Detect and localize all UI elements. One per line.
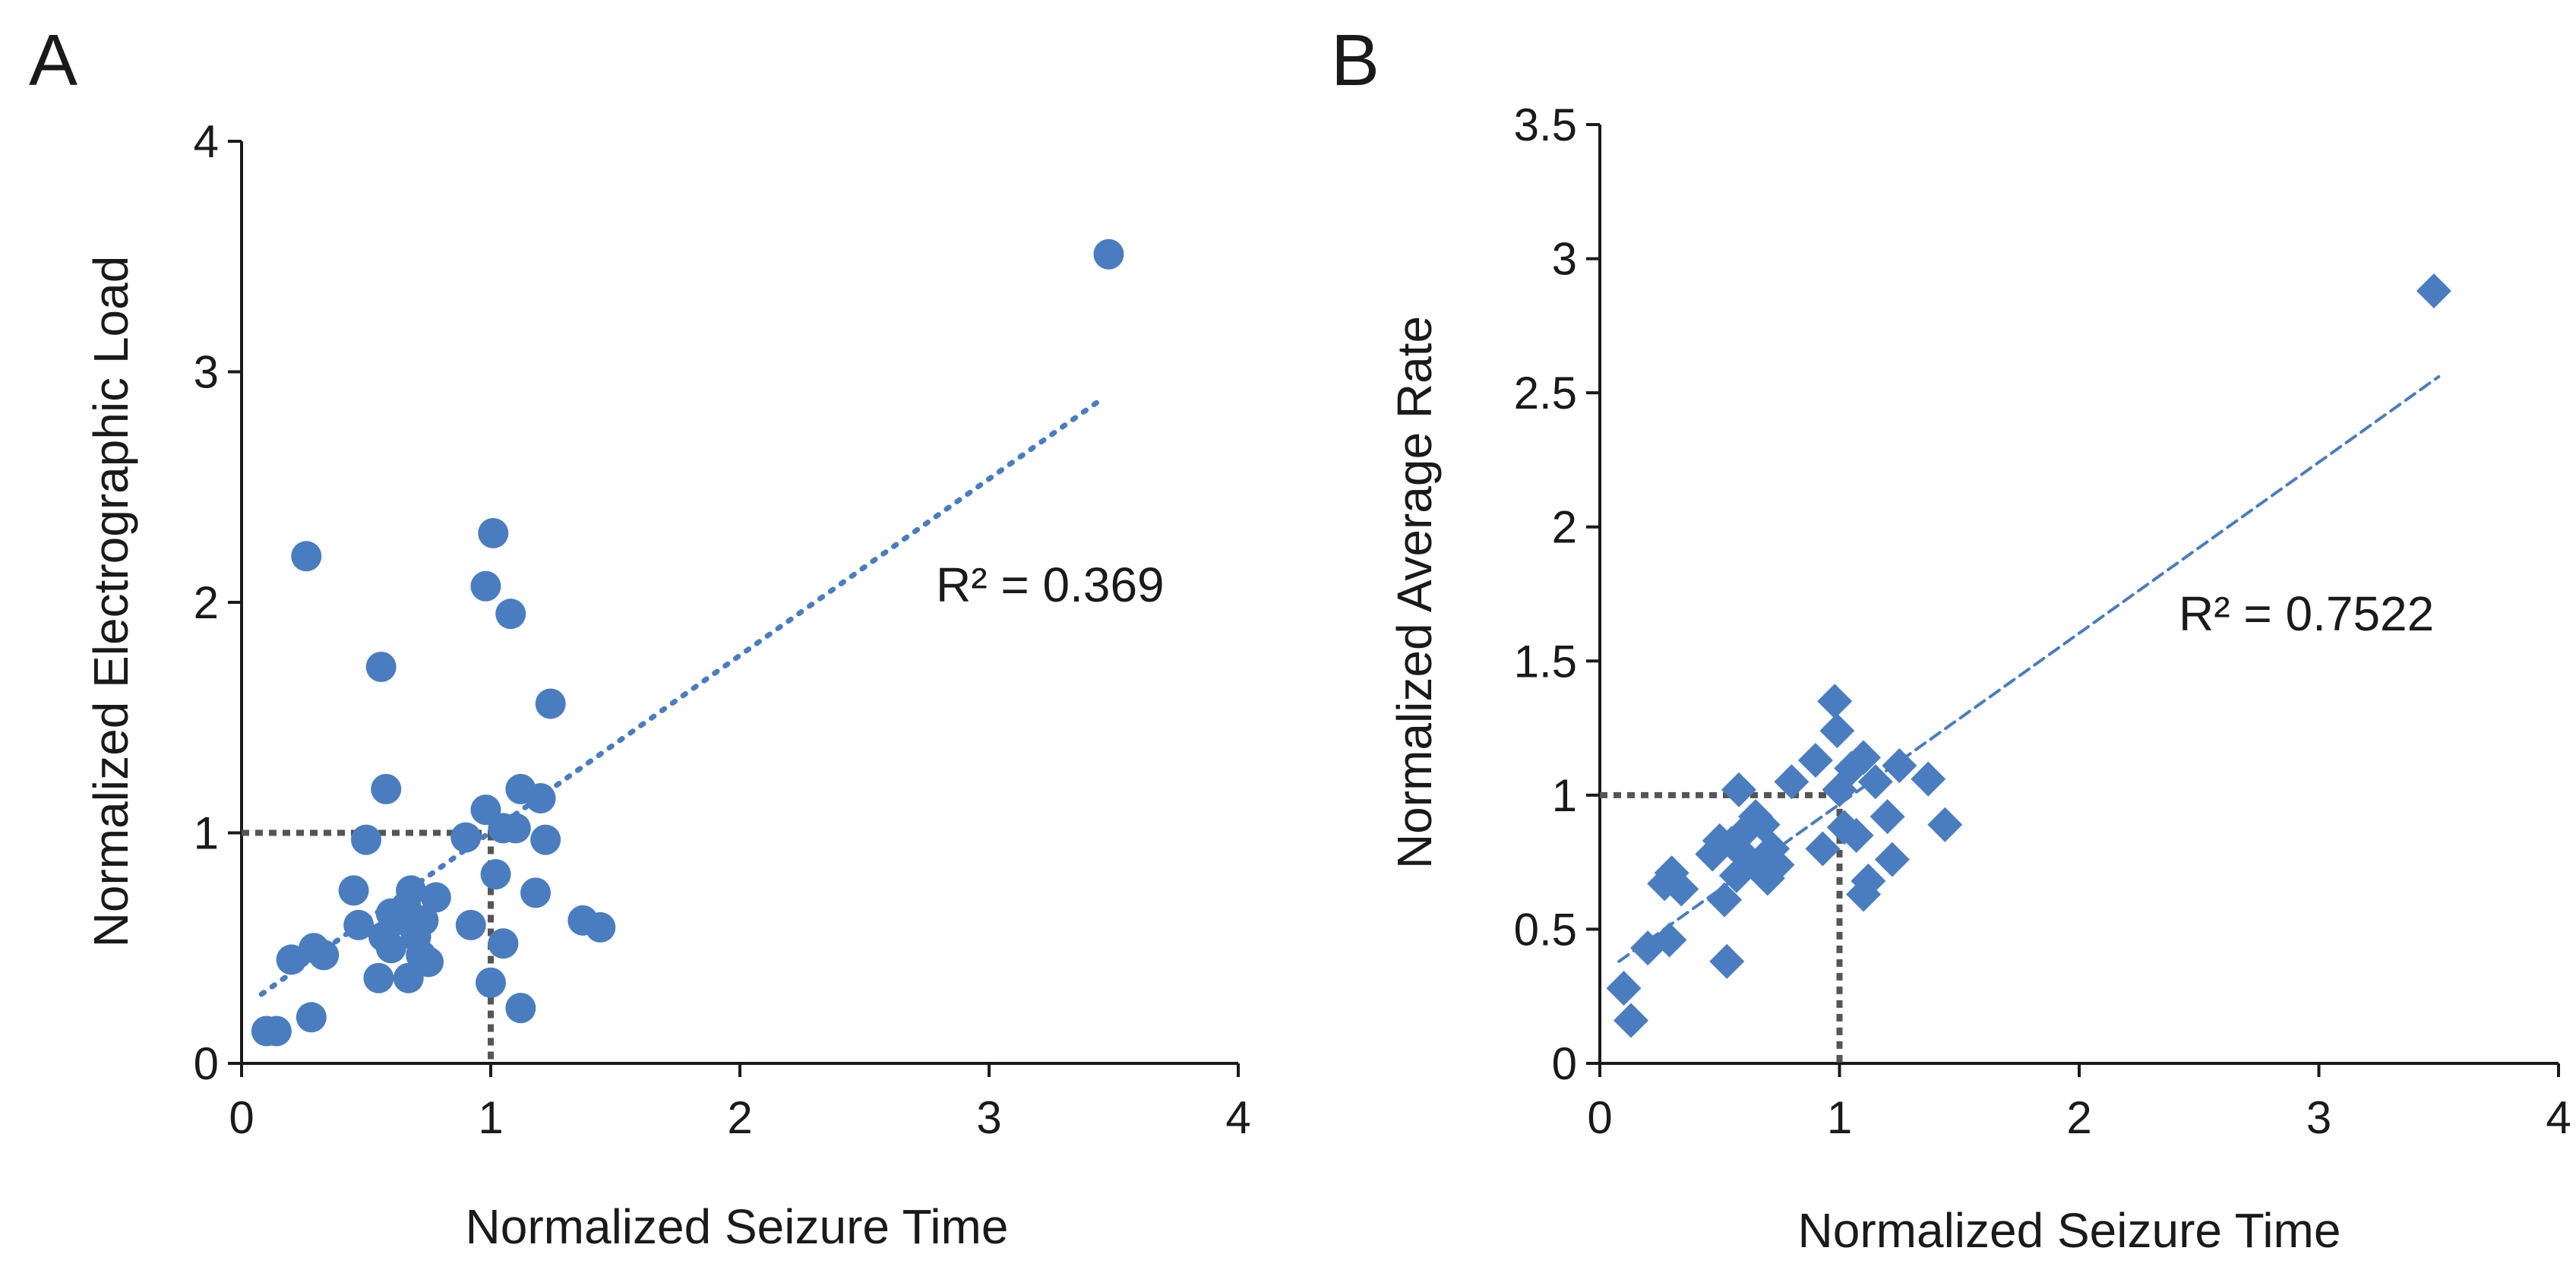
panel-b-x-tick-label: 4 — [2546, 1092, 2571, 1143]
panel-a-y-tick-label: 3 — [194, 347, 219, 398]
panel-b-data-point — [1911, 761, 1946, 797]
panel-b-x-axis-title: Normalized Seizure Time — [1798, 1203, 2341, 1258]
panel-a-x-tick-label: 3 — [976, 1092, 1001, 1143]
panel-a-y-tick-label: 0 — [194, 1038, 219, 1089]
panel-a-x-tick-label: 2 — [727, 1092, 752, 1143]
panel-b-data-point — [1857, 764, 1893, 800]
panel-a-x-tick-label: 4 — [1225, 1092, 1250, 1143]
panel-b-data-point — [2416, 273, 2451, 308]
panel-a-data-point — [351, 824, 381, 855]
panel-a-data-point — [413, 946, 444, 978]
panel-b-data-point — [1882, 748, 1917, 784]
panel-a-x-axis-title: Normalized Seizure Time — [466, 1199, 1009, 1254]
panel-b-y-axis-title: Normalized Average Rate — [1387, 316, 1442, 869]
panel-a-r-squared-label: R² = 0.369 — [936, 558, 1165, 612]
panel-a-y-axis-title: Normalized Electrographic Load — [84, 256, 138, 948]
panel-b-y-tick-label: 0.5 — [1514, 904, 1577, 955]
panel-a-data-point — [478, 517, 509, 548]
panel-b-y-tick-label: 3 — [1552, 234, 1577, 285]
panel-a-data-point — [371, 773, 402, 804]
panel-b-y-tick-label: 0 — [1552, 1038, 1577, 1089]
panel-a-data-point — [343, 909, 375, 940]
panel-b-data-point — [1819, 713, 1855, 749]
panel-b-y-tick-label: 2.5 — [1514, 368, 1577, 419]
panel-a-data-point — [291, 541, 322, 572]
panel-b-x-tick-label: 2 — [2066, 1092, 2091, 1143]
panel-a-data-point — [396, 875, 427, 906]
panel-b-plot-layer: 0 0.5 1 1.5 2 2.5 3 3.5 0 1 2 3 4 — [1514, 100, 2571, 1143]
panel-b-data-point — [1614, 1003, 1649, 1038]
panel-b-x-tick-label: 3 — [2306, 1092, 2331, 1143]
panel-a-data-point — [1093, 238, 1124, 270]
panel-b: B 0 0.5 1 1.5 2 2.5 3 3.5 0 1 2 3 4 Normalized Seizu… — [1331, 20, 2571, 1258]
panel-b-data-point — [1797, 742, 1833, 778]
panel-b-data-point — [1927, 807, 1963, 842]
panel-a-data-point — [455, 909, 486, 940]
panel-a: A 0 1 2 3 4 0 1 2 3 4 Normalized Seizure Time Nor… — [29, 20, 1251, 1254]
panel-a-data-point — [480, 859, 511, 890]
panel-a-data-point — [338, 875, 369, 906]
panel-label-a: A — [29, 20, 77, 101]
panel-b-x-tick-label: 0 — [1587, 1092, 1612, 1143]
panel-b-data-point — [1774, 764, 1810, 800]
panel-a-data-point — [500, 813, 531, 844]
panel-b-data-point — [1846, 740, 1882, 775]
panel-b-data-point — [1759, 847, 1795, 883]
panel-a-y-tick-label: 4 — [194, 116, 219, 167]
panel-a-data-point — [488, 928, 519, 959]
panel-a-x-tick-label: 0 — [229, 1092, 254, 1143]
panel-a-plot-layer: 0 1 2 3 4 0 1 2 3 4 — [194, 116, 1251, 1143]
panel-b-data-point — [1838, 817, 1874, 853]
panel-a-data-point — [525, 782, 556, 813]
panel-a-data-point — [450, 822, 482, 853]
panel-b-data-point — [1870, 799, 1905, 835]
panel-b-data-point — [1721, 772, 1756, 807]
panel-b-y-tick-label: 1.5 — [1514, 636, 1577, 687]
panel-a-data-point — [408, 905, 439, 936]
panel-a-data-point — [520, 877, 552, 908]
panel-b-y-tick-label: 1 — [1552, 770, 1577, 821]
panel-b-data-point — [1874, 842, 1910, 877]
panel-a-data-point — [276, 944, 307, 975]
panel-a-data-point — [495, 599, 526, 630]
panel-b-x-tick-label: 1 — [1827, 1092, 1852, 1143]
panel-a-data-point — [365, 651, 397, 682]
panel-a-y-tick-label: 1 — [194, 808, 219, 859]
panel-a-data-point — [420, 882, 451, 913]
panel-a-data-point — [476, 967, 506, 998]
panel-b-data-point — [1606, 971, 1642, 1006]
panel-b-y-tick-label: 2 — [1552, 502, 1577, 553]
panel-a-data-point — [375, 933, 406, 964]
panel-a-data-point — [535, 688, 566, 719]
panel-b-data-point — [1709, 943, 1745, 979]
panel-b-data-point — [1707, 882, 1743, 918]
panel-b-y-tick-label: 3.5 — [1514, 100, 1577, 150]
panel-label-b: B — [1331, 20, 1380, 101]
panel-a-data-point — [363, 962, 394, 993]
panel-b-data-point — [1651, 922, 1687, 958]
panel-a-data-point — [296, 1002, 327, 1033]
panel-b-data-point — [1817, 684, 1853, 719]
panel-a-data-point — [530, 824, 561, 855]
panel-a-x-tick-label: 1 — [478, 1092, 503, 1143]
panel-a-data-point — [261, 1016, 292, 1047]
panel-b-data-point — [1805, 831, 1841, 867]
panel-a-y-tick-label: 2 — [194, 577, 219, 628]
panel-b-data-point — [1664, 871, 1699, 907]
panel-a-data-point — [585, 911, 616, 943]
panel-a-data-point — [470, 570, 501, 602]
panel-a-data-point — [308, 940, 340, 971]
panel-b-data-point — [1851, 863, 1886, 899]
panel-a-data-point — [505, 993, 536, 1024]
panel-b-r-squared-label: R² = 0.7522 — [2179, 586, 2434, 641]
